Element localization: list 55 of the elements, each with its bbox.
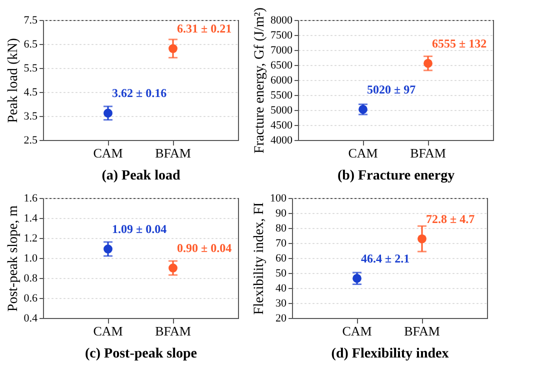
x-tick-label: BFAM (410, 146, 446, 160)
y-tick-label: 1.2 (24, 232, 38, 244)
y-tick-label: 7500 (270, 30, 293, 42)
y-tick-label: 3.5 (24, 110, 38, 122)
text: (b) Fracture energy (337, 168, 455, 184)
y-tick-label: 80 (276, 222, 287, 234)
y-tick-label: 1.0 (24, 252, 38, 264)
y-tick-label: 6.5 (24, 38, 38, 50)
y-tick-label: 0.4 (24, 312, 38, 324)
text: (d) Flexibility index (331, 346, 449, 362)
data-label: 72.8 ± 4.7 (426, 212, 475, 226)
y-tick-label: 30 (276, 298, 287, 310)
y-tick-label: 7.5 (24, 14, 38, 26)
x-tick-label: BFAM (155, 146, 192, 160)
data-label: 6.31 ± 0.21 (177, 22, 232, 36)
text: (c) Post-peak slope (85, 346, 197, 362)
y-tick-label: 6000 (270, 74, 293, 86)
y-tick-label: 7000 (270, 44, 293, 56)
y-tick-label: 50 (276, 268, 287, 280)
y-tick-label: 5.5 (24, 62, 38, 74)
y-axis-title: Peak load (kN) (6, 38, 21, 123)
x-tick-label: BFAM (155, 324, 192, 338)
y-tick-label: 0.8 (24, 272, 38, 284)
y-tick-label: 4.5 (24, 86, 38, 98)
x-tick-label: CAM (348, 146, 378, 160)
data-label: 0.90 ± 0.04 (177, 241, 232, 255)
x-tick-label: CAM (93, 324, 124, 338)
data-label: 6555 ± 132 (432, 36, 487, 50)
data-label: 1.09 ± 0.04 (112, 222, 167, 236)
y-tick-label: 100 (270, 192, 287, 204)
y-tick-label: 5500 (270, 90, 293, 102)
y-tick-label: 4500 (270, 120, 293, 132)
y-tick-label: 70 (276, 238, 287, 250)
y-tick-label: 60 (276, 252, 287, 264)
y-tick-label: 2.5 (24, 134, 38, 146)
y-tick-label: 1.4 (24, 212, 38, 224)
x-tick-label: CAM (342, 324, 372, 338)
data-label: 3.62 ± 0.16 (112, 86, 167, 100)
x-tick-label: CAM (93, 146, 124, 160)
y-tick-label: 40 (276, 282, 287, 294)
y-tick-label: 20 (276, 312, 287, 324)
y-tick-label: 4000 (270, 134, 293, 146)
y-tick-label: 5000 (270, 104, 293, 116)
text: (a) Peak load (102, 168, 180, 184)
y-tick-label: 6500 (270, 60, 293, 72)
x-tick-label: BFAM (404, 324, 440, 338)
y-tick-label: 8000 (270, 14, 293, 26)
y-tick-label: 0.6 (24, 292, 38, 304)
y-tick-label: 90 (276, 208, 287, 220)
data-label: 5020 ± 97 (367, 82, 416, 96)
y-axis-title: Flexibility index, FI (252, 202, 267, 315)
y-axis-title: Fracture energy, Gf (J/m²) (252, 7, 268, 154)
y-axis-title: Post-peak slope, m (6, 205, 21, 312)
y-tick-label: 1.6 (24, 192, 38, 204)
data-label: 46.4 ± 2.1 (361, 251, 410, 266)
